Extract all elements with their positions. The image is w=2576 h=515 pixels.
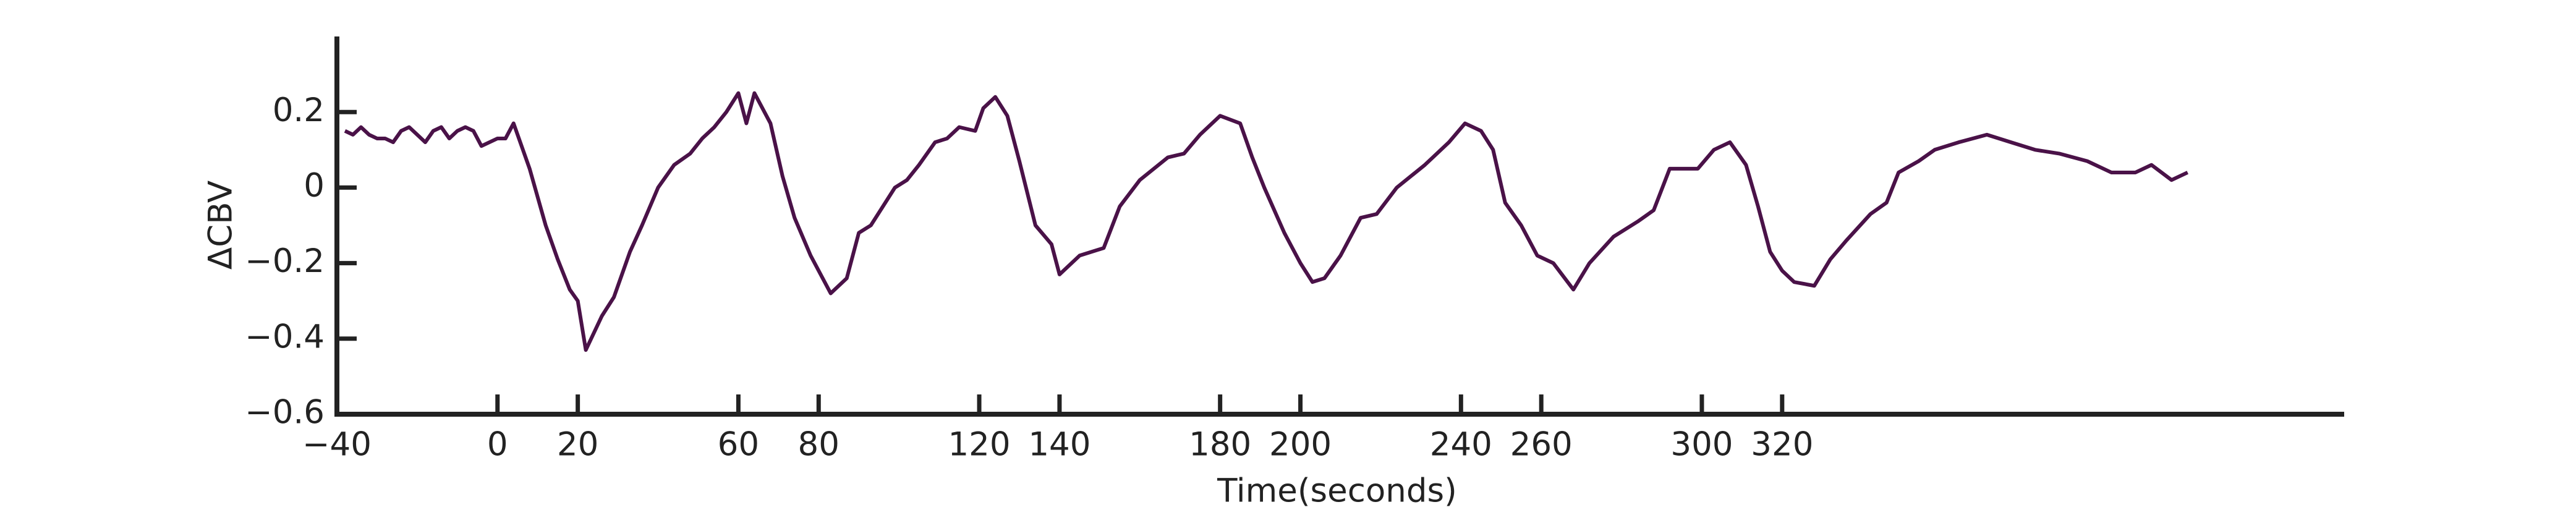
y-tick-label: 0.2	[273, 92, 325, 129]
x-axis-label: Time(seconds)	[1217, 472, 1457, 510]
x-tick-label: 60	[718, 426, 759, 464]
y-tick-label: −0.6	[245, 394, 325, 432]
x-tick-label: 180	[1189, 426, 1251, 464]
y-tick-label: −0.2	[245, 242, 325, 280]
y-tick-label: −0.4	[245, 318, 325, 355]
x-tick-label: 0	[487, 426, 508, 464]
y-tick-label: 0	[304, 167, 325, 205]
x-tick-label: 200	[1269, 426, 1332, 464]
x-tick-label: 300	[1670, 426, 1733, 464]
x-tick-label: −40	[302, 426, 372, 464]
data-line	[344, 91, 2189, 352]
x-tick-label: 140	[1028, 426, 1090, 464]
x-tick-label: 80	[798, 426, 840, 464]
y-axis-label: ΔCBV	[202, 181, 240, 270]
x-tick-label: 20	[557, 426, 598, 464]
x-tick-label: 260	[1510, 426, 1573, 464]
x-tick-label: 120	[948, 426, 1010, 464]
x-tick-label: 240	[1430, 426, 1492, 464]
x-tick-label: 320	[1751, 426, 1813, 464]
